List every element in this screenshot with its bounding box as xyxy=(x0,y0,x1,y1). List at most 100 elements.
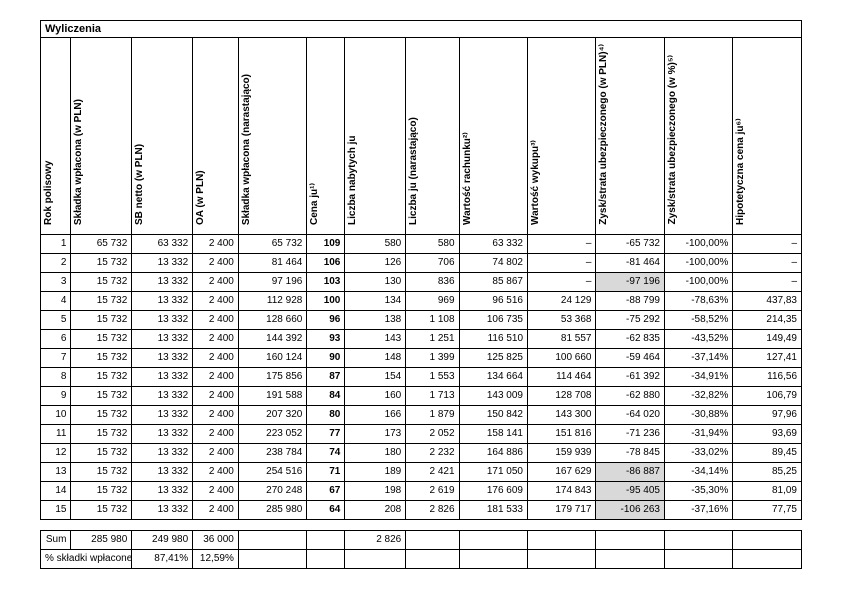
cell-lnj: 173 xyxy=(345,424,406,443)
cell-hcj: 149,49 xyxy=(733,329,802,348)
col-header-0: Rok polisowy xyxy=(41,38,71,235)
cell-zs: -62 880 xyxy=(596,386,664,405)
cell-hcj: 106,79 xyxy=(733,386,802,405)
cell-oa: 2 400 xyxy=(193,310,239,329)
empty-cell xyxy=(596,549,664,568)
cell-sb: 13 332 xyxy=(132,405,193,424)
cell-wr: 63 332 xyxy=(459,234,527,253)
cell-ww: 151 816 xyxy=(528,424,596,443)
cell-oa: 2 400 xyxy=(193,348,239,367)
cell-wr: 164 886 xyxy=(459,443,527,462)
cell-swn: 175 856 xyxy=(238,367,306,386)
cell-cj: 106 xyxy=(307,253,345,272)
table-row: 415 73213 3322 400112 92810013496996 516… xyxy=(41,291,802,310)
cell-swn: 65 732 xyxy=(238,234,306,253)
header-row: Rok polisowySkładka wpłacona (w PLN)SB n… xyxy=(41,38,802,235)
empty-cell xyxy=(307,549,345,568)
cell-zsp: -32,82% xyxy=(664,386,732,405)
empty-cell xyxy=(664,549,732,568)
table-row: 515 73213 3322 400128 660961381 108106 7… xyxy=(41,310,802,329)
cell-sb: 13 332 xyxy=(132,329,193,348)
cell-cj: 74 xyxy=(307,443,345,462)
cell-zsp: -37,14% xyxy=(664,348,732,367)
cell-ww: 81 557 xyxy=(528,329,596,348)
cell-oa: 2 400 xyxy=(193,386,239,405)
cell-zsp: -58,52% xyxy=(664,310,732,329)
cell-ljn: 1 108 xyxy=(406,310,459,329)
cell-zsp: -34,91% xyxy=(664,367,732,386)
cell-ww: – xyxy=(528,272,596,291)
cell-sw: 15 732 xyxy=(71,481,132,500)
summary-sum-row: Sum 285 980 249 980 36 000 2 826 xyxy=(41,530,802,549)
cell-ww: 159 939 xyxy=(528,443,596,462)
main-table: Rok polisowySkładka wpłacona (w PLN)SB n… xyxy=(40,37,802,520)
cell-zsp: -100,00% xyxy=(664,234,732,253)
cell-sb: 63 332 xyxy=(132,234,193,253)
cell-ljn: 1 553 xyxy=(406,367,459,386)
cell-sw: 15 732 xyxy=(71,310,132,329)
cell-wr: 74 802 xyxy=(459,253,527,272)
col-header-9: Wartość wykupu³⁾ xyxy=(528,38,596,235)
cell-sw: 15 732 xyxy=(71,329,132,348)
cell-hcj: 116,56 xyxy=(733,367,802,386)
cell-oa: 2 400 xyxy=(193,234,239,253)
cell-lnj: 180 xyxy=(345,443,406,462)
cell-sb: 13 332 xyxy=(132,481,193,500)
table-row: 165 73263 3322 40065 73210958058063 332–… xyxy=(41,234,802,253)
sum-lnj: 2 826 xyxy=(345,530,406,549)
empty-cell xyxy=(528,530,596,549)
cell-sb: 13 332 xyxy=(132,443,193,462)
cell-cj: 90 xyxy=(307,348,345,367)
cell-lnj: 580 xyxy=(345,234,406,253)
empty-cell xyxy=(406,549,459,568)
cell-zsp: -100,00% xyxy=(664,272,732,291)
cell-ww: – xyxy=(528,234,596,253)
pct-oa: 12,59% xyxy=(193,549,239,568)
cell-rok: 2 xyxy=(41,253,71,272)
cell-hcj: – xyxy=(733,253,802,272)
cell-swn: 191 588 xyxy=(238,386,306,405)
cell-ljn: 1 713 xyxy=(406,386,459,405)
col-header-10: Zysk/strata ubezpieczonego (w PLN)⁴⁾ xyxy=(596,38,664,235)
cell-cj: 96 xyxy=(307,310,345,329)
col-header-3: OA (w PLN) xyxy=(193,38,239,235)
cell-wr: 158 141 xyxy=(459,424,527,443)
cell-zsp: -31,94% xyxy=(664,424,732,443)
cell-ljn: 706 xyxy=(406,253,459,272)
cell-zs: -88 799 xyxy=(596,291,664,310)
col-header-4: Składka wpłacona (narastająco) xyxy=(238,38,306,235)
cell-rok: 14 xyxy=(41,481,71,500)
cell-zs: -78 845 xyxy=(596,443,664,462)
pct-sb: 87,41% xyxy=(132,549,193,568)
cell-oa: 2 400 xyxy=(193,329,239,348)
cell-sb: 13 332 xyxy=(132,424,193,443)
cell-ww: – xyxy=(528,253,596,272)
empty-cell xyxy=(238,549,306,568)
cell-lnj: 143 xyxy=(345,329,406,348)
cell-swn: 270 248 xyxy=(238,481,306,500)
col-header-1: Składka wpłacona (w PLN) xyxy=(71,38,132,235)
cell-sw: 15 732 xyxy=(71,405,132,424)
cell-ljn: 2 421 xyxy=(406,462,459,481)
table-row: 315 73213 3322 40097 19610313083685 867–… xyxy=(41,272,802,291)
cell-zs: -106 263 xyxy=(596,500,664,519)
cell-lnj: 160 xyxy=(345,386,406,405)
cell-oa: 2 400 xyxy=(193,272,239,291)
sum-oa: 36 000 xyxy=(193,530,239,549)
cell-zs: -97 196 xyxy=(596,272,664,291)
cell-lnj: 126 xyxy=(345,253,406,272)
cell-zs: -81 464 xyxy=(596,253,664,272)
cell-ljn: 969 xyxy=(406,291,459,310)
cell-rok: 9 xyxy=(41,386,71,405)
cell-ww: 167 629 xyxy=(528,462,596,481)
cell-zsp: -43,52% xyxy=(664,329,732,348)
cell-ljn: 2 232 xyxy=(406,443,459,462)
cell-rok: 1 xyxy=(41,234,71,253)
cell-sb: 13 332 xyxy=(132,367,193,386)
cell-ljn: 2 619 xyxy=(406,481,459,500)
col-header-5: Cena ju¹⁾ xyxy=(307,38,345,235)
cell-lnj: 189 xyxy=(345,462,406,481)
cell-hcj: 89,45 xyxy=(733,443,802,462)
empty-cell xyxy=(459,549,527,568)
cell-swn: 144 392 xyxy=(238,329,306,348)
